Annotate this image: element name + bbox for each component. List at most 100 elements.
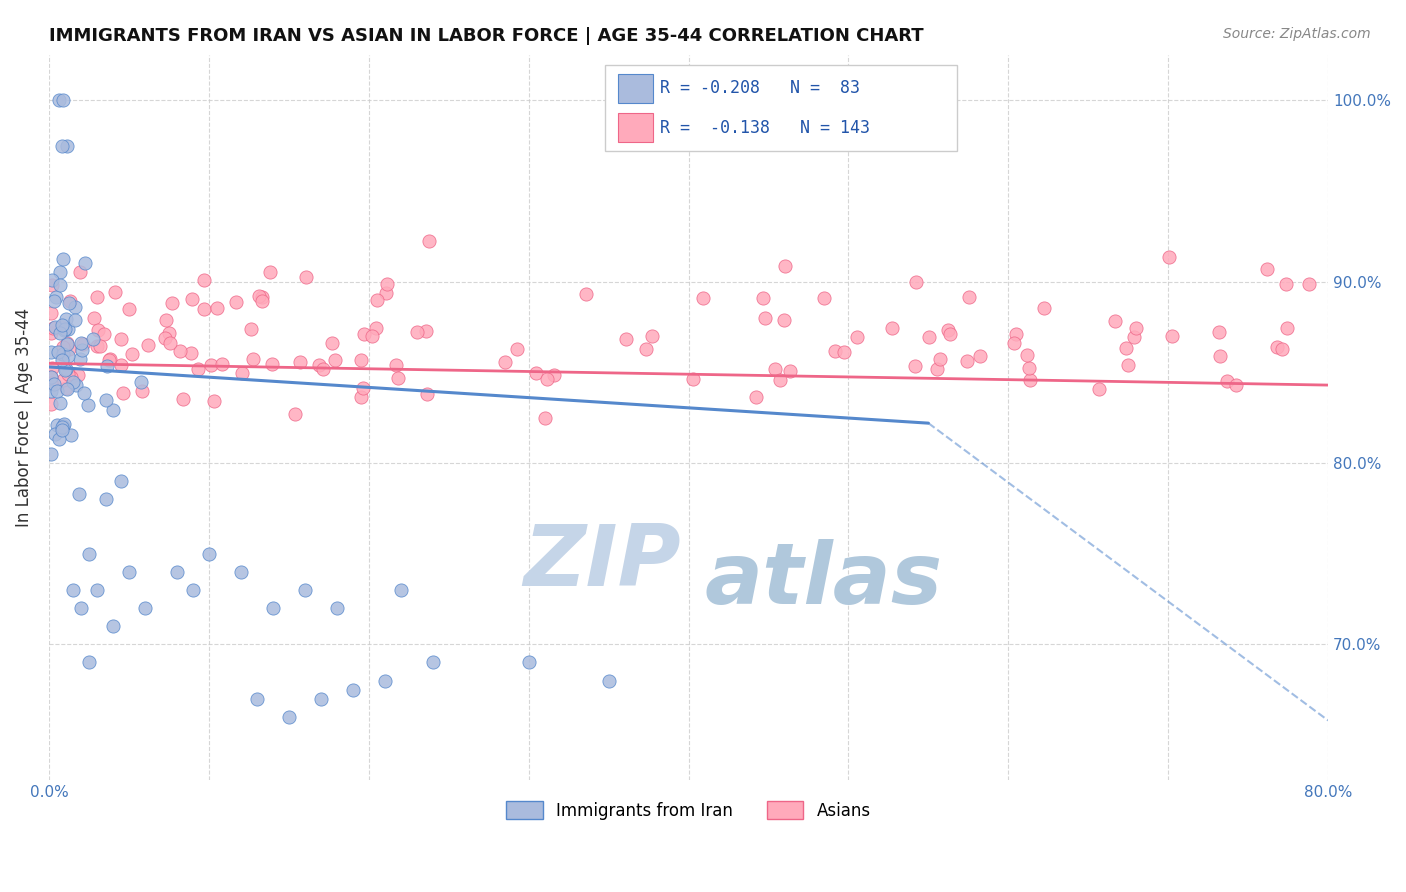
Point [65,377,87,392]
Point [46,345,69,359]
Point [364,321,387,335]
Point [321,336,343,351]
Point [294,270,316,285]
Point [51,318,73,333]
Point [172,392,194,406]
Point [55,361,77,376]
Point [181,582,204,597]
Point [58,295,80,310]
Point [288,354,311,368]
Point [925,362,948,376]
Point [1115,341,1137,355]
Point [39,397,62,411]
Point [1271,342,1294,356]
Point [52,340,75,354]
Point [752,291,775,305]
Point [1215,374,1237,388]
Point [56,335,79,350]
Point [1033,301,1056,315]
Point [49,326,72,340]
Point [242,352,264,367]
Point [1256,261,1278,276]
Point [1125,321,1147,335]
Point [955,354,977,368]
Point [904,275,927,289]
Point [754,310,776,325]
Point [636,342,658,356]
Point [1161,329,1184,343]
Point [1209,349,1232,363]
Point [96,492,118,507]
Point [100,351,122,366]
Point [42,293,65,308]
Point [1275,277,1298,292]
Point [39,384,62,399]
Point [929,352,952,367]
Point [494,355,516,369]
Text: IMMIGRANTS FROM IRAN VS ASIAN IN LABOR FORCE | AGE 35-44 CORRELATION CHART: IMMIGRANTS FROM IRAN VS ASIAN IN LABOR F… [49,27,924,45]
Point [534,410,557,425]
Point [39,326,62,341]
Point [129,375,152,389]
Point [52,419,75,434]
Point [536,372,558,386]
Point [56,367,79,381]
Point [69,264,91,278]
Point [200,358,222,372]
Point [55,138,77,153]
Point [198,547,221,561]
Point [39,376,62,391]
Point [247,289,270,303]
Point [353,326,375,341]
Point [44,426,66,441]
Point [110,475,132,489]
Point [1018,373,1040,387]
Point [51,138,73,153]
Point [1002,335,1025,350]
Point [1018,361,1040,376]
Point [86,339,108,353]
Point [42,320,65,334]
Point [342,682,364,697]
Point [614,332,637,346]
Point [250,294,273,309]
Point [389,582,412,597]
Point [49,396,72,410]
Point [51,423,73,437]
Point [63,313,86,327]
Point [259,265,281,279]
Point [52,347,75,361]
Point [118,565,141,579]
Point [93,326,115,341]
Point [969,350,991,364]
Point [845,329,868,343]
Point [157,326,180,341]
Point [1208,325,1230,339]
Point [53,322,76,336]
Point [73,386,96,401]
Point [880,321,903,335]
Point [53,323,76,337]
Point [180,346,202,360]
Y-axis label: In Labor Force | Age 35-44: In Labor Force | Age 35-44 [15,308,32,527]
Point [72,336,94,351]
Point [231,366,253,380]
Point [48,432,70,446]
Point [86,582,108,597]
Point [598,673,620,688]
Point [62,376,84,390]
Point [779,364,801,378]
Point [193,301,215,316]
Point [543,368,565,383]
Point [41,273,63,287]
Point [180,292,202,306]
Point [69,486,91,500]
Point [349,390,371,404]
Point [97,353,120,368]
Point [155,312,177,326]
Point [131,384,153,398]
Point [110,332,132,346]
Point [169,343,191,358]
Point [59,294,82,309]
Point [56,349,79,363]
